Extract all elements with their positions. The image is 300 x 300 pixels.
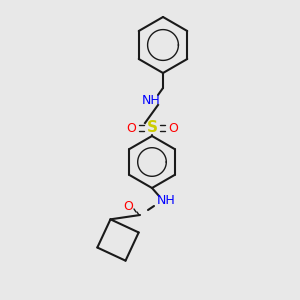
Text: O: O (168, 122, 178, 134)
Text: O: O (126, 122, 136, 134)
Text: NH: NH (157, 194, 175, 208)
Text: NH: NH (142, 94, 160, 106)
Text: O: O (123, 200, 133, 214)
Text: S: S (146, 121, 158, 136)
